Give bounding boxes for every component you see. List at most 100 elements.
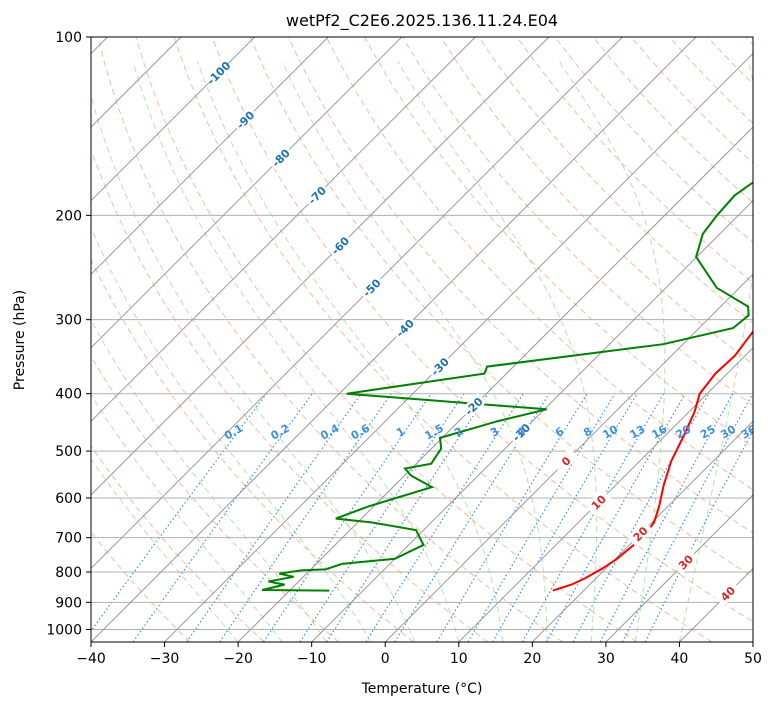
y-tick-label: 300 xyxy=(55,313,82,329)
isotherm-line xyxy=(164,52,753,642)
isotherm-line xyxy=(458,347,753,642)
y-tick-label: 400 xyxy=(55,387,82,403)
isotherm-label-bg xyxy=(231,106,259,133)
y-tick-label: 1000 xyxy=(46,622,82,638)
moist-adiabat-line xyxy=(281,61,548,642)
isotherm-line xyxy=(605,494,753,642)
y-tick-label: 200 xyxy=(55,208,82,224)
isotherm-label-bg xyxy=(358,274,385,301)
pressure-gridlines xyxy=(91,37,753,630)
isotherm-label-bg xyxy=(426,353,453,380)
mixing-ratio-line xyxy=(521,393,665,642)
dry-adiabat-line xyxy=(173,37,713,642)
mixing-ratio-line xyxy=(492,393,638,642)
dry-adiabat-line xyxy=(478,37,753,324)
hot-isotherm-label-bg xyxy=(585,488,612,515)
mixing-ratio-line xyxy=(186,393,362,642)
mixing-ratio-line xyxy=(546,393,686,642)
isotherm-line xyxy=(311,199,753,642)
x-tick-label: −40 xyxy=(76,651,106,667)
x-axis-title: Temperature (°C) xyxy=(361,681,483,697)
moist-adiabat-line xyxy=(197,61,504,642)
x-tick-label: −30 xyxy=(150,651,180,667)
y-tick-label: 800 xyxy=(55,565,82,581)
x-tick-label: 30 xyxy=(597,651,615,667)
y-tick-label: 900 xyxy=(55,595,82,611)
x-tick-label: 10 xyxy=(450,651,468,667)
hot-isotherm-label-bg xyxy=(714,580,741,607)
plot-area: -100-90-80-70-60-50-40-30-20-10010203040… xyxy=(91,37,759,642)
x-tick-label: −10 xyxy=(297,651,327,667)
mixing-ratio-line xyxy=(326,393,489,642)
isotherm-label-bg xyxy=(303,181,330,209)
x-tick-label: 50 xyxy=(744,651,762,667)
isotherm-label-bg xyxy=(391,314,418,341)
dry-adiabat-line xyxy=(287,37,753,534)
moist-adiabat-line xyxy=(397,61,598,642)
dry-adiabat-line xyxy=(326,37,753,491)
moist-adiabat-line xyxy=(91,94,416,642)
isotherm-line xyxy=(91,37,256,202)
hot-isotherm-label-bg xyxy=(552,447,579,474)
x-tick-label: 40 xyxy=(671,651,689,667)
y-axis-title: Pressure (hPa) xyxy=(12,290,28,390)
profiles xyxy=(261,181,753,592)
moist-adiabat-line xyxy=(91,393,283,642)
chart-title: wetPf2_C2E6.2025.136.11.24.E04 xyxy=(286,11,558,31)
dry-adiabat-line xyxy=(91,445,265,642)
y-tick-label: 100 xyxy=(55,30,82,46)
mixing-ratio-line xyxy=(365,393,524,642)
isotherm-line xyxy=(91,37,476,423)
isotherm-label-bg xyxy=(460,392,487,419)
moist-adiabat-line xyxy=(91,319,327,642)
dry-adiabat-line xyxy=(402,37,753,407)
isotherm-line xyxy=(91,37,329,275)
isotherm-line xyxy=(91,37,623,570)
y-tick-label: 600 xyxy=(55,491,82,507)
isotherm-line xyxy=(91,37,550,496)
mixing-ratio-line xyxy=(467,393,616,642)
mixing-ratio-line xyxy=(436,393,588,642)
dry-adiabat-line xyxy=(249,37,753,578)
temperature-line xyxy=(552,329,753,592)
x-axis: −40 −30 −20 −10 0 10 20 30 40 50 xyxy=(76,642,762,667)
isotherm-label-bg xyxy=(326,232,353,259)
isotherm-label-bg xyxy=(205,59,232,86)
x-tick-label: 0 xyxy=(381,651,390,667)
y-axis: 100 200 300 400 500 600 700 800 900 1000 xyxy=(46,30,91,638)
dry-adiabat-line xyxy=(592,37,753,204)
hot-isotherm-label-bg xyxy=(626,520,654,547)
dry-adiabat-line xyxy=(630,37,753,164)
isotherm-line xyxy=(237,126,753,642)
mixing-ratio-label: 36 xyxy=(739,423,759,442)
moist-adiabat-line xyxy=(132,61,460,642)
moist-adiabat-line xyxy=(91,458,239,642)
dry-adiabat-line xyxy=(97,37,563,642)
mixing-ratio-line xyxy=(132,393,313,642)
y-tick-label: 500 xyxy=(55,444,82,460)
moist-adiabat-line xyxy=(678,61,753,642)
mixing-ratio-line xyxy=(644,429,753,642)
y-tick-label: 700 xyxy=(55,531,82,547)
isotherm-line xyxy=(91,37,697,642)
mixing-ratio-line xyxy=(394,393,550,642)
mixing-ratio-line xyxy=(262,393,432,642)
x-tick-label: 20 xyxy=(523,651,541,667)
moist-adiabat-line xyxy=(91,226,371,642)
x-tick-label: −20 xyxy=(223,651,253,667)
dewpoint-line xyxy=(261,181,753,592)
mixing-ratio-lines xyxy=(91,393,753,642)
isotherm-line xyxy=(91,37,403,349)
moist-adiabat-line xyxy=(558,61,666,642)
moist-adiabats xyxy=(91,61,753,642)
hot-isotherm-label-bg xyxy=(672,548,699,575)
isotherm-label-bg xyxy=(267,144,294,171)
mixing-ratio-line xyxy=(299,393,465,642)
isotherm-label-bg xyxy=(507,418,534,446)
plot-frame xyxy=(90,36,754,643)
dry-adiabat-line xyxy=(91,258,414,642)
